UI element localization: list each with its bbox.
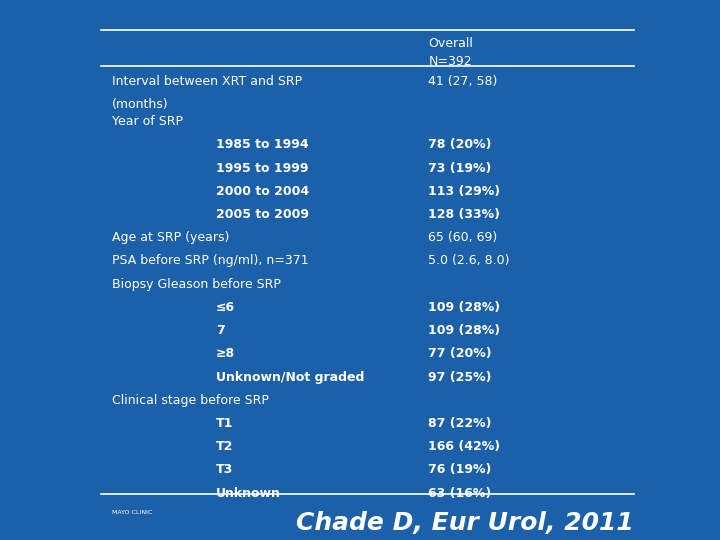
Text: 63 (16%): 63 (16%) — [428, 487, 492, 500]
Text: 7: 7 — [216, 324, 225, 337]
Text: T3: T3 — [216, 463, 233, 476]
Text: 77 (20%): 77 (20%) — [428, 347, 492, 360]
Text: 109 (28%): 109 (28%) — [428, 324, 500, 337]
Text: 2000 to 2004: 2000 to 2004 — [216, 185, 309, 198]
Text: Interval between XRT and SRP: Interval between XRT and SRP — [112, 75, 302, 87]
Text: PSA before SRP (ng/ml), n=371: PSA before SRP (ng/ml), n=371 — [112, 254, 308, 267]
Text: 76 (19%): 76 (19%) — [428, 463, 492, 476]
Text: Chade D, Eur Urol, 2011: Chade D, Eur Urol, 2011 — [296, 511, 634, 535]
Text: 166 (42%): 166 (42%) — [428, 440, 500, 453]
Text: 41 (27, 58): 41 (27, 58) — [428, 75, 498, 87]
Text: 109 (28%): 109 (28%) — [428, 301, 500, 314]
Text: Year of SRP: Year of SRP — [112, 115, 183, 128]
Text: Unknown: Unknown — [216, 487, 281, 500]
Text: (months): (months) — [112, 98, 168, 111]
Text: T2: T2 — [216, 440, 233, 453]
Text: ≤6: ≤6 — [216, 301, 235, 314]
Text: 78 (20%): 78 (20%) — [428, 138, 492, 151]
Text: 1995 to 1999: 1995 to 1999 — [216, 161, 308, 174]
Text: MAYO CLINIC: MAYO CLINIC — [112, 510, 152, 515]
Text: 2005 to 2009: 2005 to 2009 — [216, 208, 309, 221]
Text: ≥8: ≥8 — [216, 347, 235, 360]
Text: 73 (19%): 73 (19%) — [428, 161, 492, 174]
Text: 87 (22%): 87 (22%) — [428, 417, 492, 430]
Text: 65 (60, 69): 65 (60, 69) — [428, 231, 498, 244]
Text: 128 (33%): 128 (33%) — [428, 208, 500, 221]
Text: 113 (29%): 113 (29%) — [428, 185, 500, 198]
Text: 97 (25%): 97 (25%) — [428, 370, 492, 383]
Text: Biopsy Gleason before SRP: Biopsy Gleason before SRP — [112, 278, 281, 291]
Text: 1985 to 1994: 1985 to 1994 — [216, 138, 309, 151]
Text: N=392: N=392 — [428, 55, 472, 68]
Text: T1: T1 — [216, 417, 233, 430]
Text: Overall: Overall — [428, 37, 473, 50]
Text: 5.0 (2.6, 8.0): 5.0 (2.6, 8.0) — [428, 254, 510, 267]
Text: Unknown/Not graded: Unknown/Not graded — [216, 370, 364, 383]
Text: Age at SRP (years): Age at SRP (years) — [112, 231, 229, 244]
Text: Clinical stage before SRP: Clinical stage before SRP — [112, 394, 269, 407]
